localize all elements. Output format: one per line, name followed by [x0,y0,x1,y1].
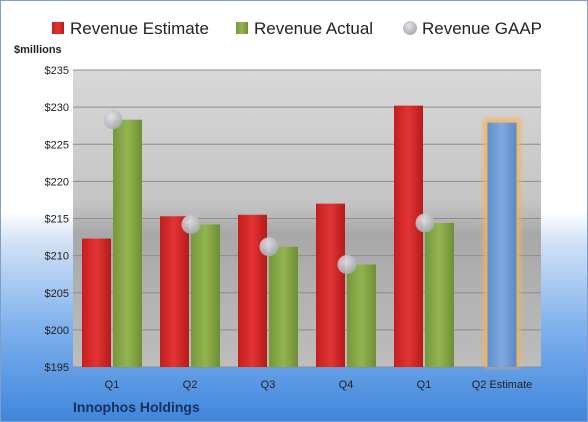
y-axis: $195 $200 $205 $210 $215 $220 $225 $230 $235 [45,65,69,374]
x-tick-label: Q2 Estimate [472,379,533,391]
legend-label: Revenue Actual [254,19,373,38]
bar-revenue-actual [269,246,298,367]
legend-swatch [403,21,417,35]
marker-revenue-gaap [337,255,357,275]
y-tick-label: $210 [45,251,69,263]
marker-revenue-gaap [259,237,279,257]
bar-revenue-actual [347,264,376,367]
bar-revenue-actual [425,222,454,367]
marker-revenue-gaap [181,214,201,234]
bar-revenue-actual [191,224,220,367]
y-tick-label: $205 [45,288,69,300]
y-tick-label: $220 [45,176,69,188]
y-tick-label: $200 [45,325,69,337]
x-axis: Q1 Q2 Q3 Q4 Q1 Q2 Estimate [105,379,533,391]
y-tick-label: $225 [45,139,69,151]
legend: Revenue Estimate Revenue Actual Revenue GA… [52,19,542,38]
bar-revenue-estimate [82,238,111,367]
y-tick-label: $215 [45,214,69,226]
y-axis-unit-label: $millions [14,44,62,56]
legend-swatch [52,22,64,34]
gridlines [73,69,541,368]
gaap-markers [103,110,435,275]
x-tick-label: Q1 [105,379,120,391]
marker-revenue-gaap [103,110,123,130]
company-name: Innophos Holdings [73,399,200,415]
bar-revenue-estimate [160,216,189,367]
bar-revenue-estimate [394,105,423,367]
bar-revenue-estimate [316,203,345,367]
bar-q2-estimate [487,122,517,367]
x-tick-label: Q4 [339,379,354,391]
marker-revenue-gaap [415,213,435,233]
bar-revenue-estimate [238,214,267,367]
legend-swatch [236,22,248,34]
y-tick-label: $230 [45,102,69,114]
x-tick-label: Q1 [417,379,432,391]
legend-label: Revenue Estimate [70,19,209,38]
y-tick-label: $195 [45,362,69,374]
y-tick-label: $235 [45,65,69,77]
legend-label: Revenue GAAP [422,19,542,38]
bars [82,105,521,367]
x-tick-label: Q2 [183,379,198,391]
x-tick-label: Q3 [261,379,276,391]
bar-revenue-actual [113,119,142,367]
